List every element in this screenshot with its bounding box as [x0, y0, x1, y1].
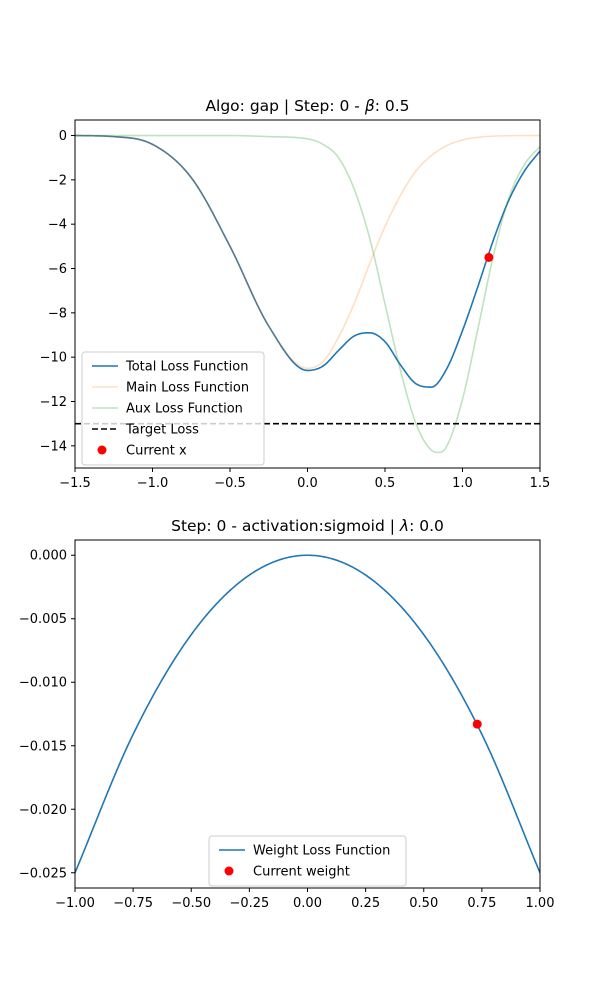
- weight-chart-plot-area: [75, 554, 540, 874]
- loss-chart-legend-box: [81, 351, 265, 466]
- weight-chart-legend: Weight Loss Function Current weight: [208, 835, 407, 887]
- weight-chart-xtick-label: 1.00: [526, 896, 555, 911]
- loss-chart-xtick-label: −1.0: [137, 476, 169, 491]
- loss-chart-legend-entry: Aux Loss Function: [92, 402, 243, 417]
- weight-chart-current-marker: [472, 719, 482, 729]
- loss-chart-legend-label: Current x: [126, 444, 187, 459]
- loss-chart-legend-entry: Total Loss Function: [92, 360, 248, 375]
- loss-chart-legend-label: Target Loss: [125, 423, 199, 438]
- weight-chart-frame: [74, 539, 541, 889]
- loss-chart-legend-entry: Current x: [97, 444, 187, 459]
- loss-chart-ytick-label: −6: [48, 262, 67, 277]
- weight-chart-xtick-label: −0.50: [171, 896, 211, 911]
- loss-chart-ytick-label: −14: [40, 439, 67, 454]
- weight-chart-xtick-label: −0.25: [229, 896, 269, 911]
- weight-chart-ytick-label: −0.010: [19, 676, 67, 691]
- loss-chart-xtick-label: −0.5: [214, 476, 246, 491]
- weight-chart-xtick-label: 0.25: [351, 896, 380, 911]
- loss-chart-frame: [74, 119, 541, 469]
- weight-chart-xtick-label: −1.00: [55, 896, 95, 911]
- loss-chart-ytick-label: −12: [40, 395, 67, 410]
- loss-chart-series-total-loss-function: [75, 134, 540, 388]
- loss-chart-ytick-label: −8: [48, 306, 67, 321]
- weight-chart-xtick-label: 0.50: [409, 896, 438, 911]
- weight-chart-legend-entry: Weight Loss Function: [219, 844, 390, 859]
- loss-chart-ticks: −1.5 −1.0 −0.5 0.0 0.5 1.0 1.5 0 −2 −4 −6 −8 −10 −12 −…: [40, 129, 551, 491]
- loss-chart-xtick-label: 0.0: [297, 476, 318, 491]
- loss-chart-xtick-label: 1.0: [452, 476, 473, 491]
- weight-chart-ytick-label: −0.005: [19, 612, 67, 627]
- loss-chart-series-main-loss-function: [75, 134, 540, 370]
- weight-chart-legend-label: Current weight: [253, 865, 350, 880]
- weight-chart-ticks: −1.00 −0.75 −0.50 −0.25 0.00 0.25 0.50 0.75 1.00…: [19, 549, 555, 911]
- weight-chart-xtick-label: 0.75: [467, 896, 496, 911]
- weight-chart-legend-label: Weight Loss Function: [253, 844, 390, 859]
- loss-chart-xtick-label: 0.5: [375, 476, 396, 491]
- weight-chart-title: Step: 0 - activation:sigmoid | λ: 0.0: [171, 517, 444, 535]
- weight-chart-series-weight-loss-function: [75, 554, 540, 874]
- loss-chart-xtick-label: 1.5: [530, 476, 551, 491]
- loss-chart-current-marker: [484, 252, 494, 262]
- loss-chart-ytick-label: −2: [48, 173, 67, 188]
- loss-chart-legend: Total Loss Function Main Loss Function Aux…: [81, 351, 265, 466]
- loss-chart-legend-entry: Main Loss Function: [92, 381, 249, 396]
- weight-chart-ytick-label: −0.015: [19, 739, 67, 754]
- loss-chart-series-aux-loss-function: [75, 134, 540, 454]
- loss-chart-legend-swatch: [97, 445, 107, 455]
- weight-chart-ytick-label: −0.020: [19, 803, 67, 818]
- loss-chart-xtick-label: −1.5: [59, 476, 91, 491]
- loss-chart-legend-entry: Target Loss: [92, 423, 199, 438]
- loss-chart-ytick-label: 0: [59, 129, 67, 144]
- weight-chart-legend-box: [208, 835, 407, 887]
- loss-chart-title: Algo: gap | Step: 0 - β: 0.5: [205, 97, 409, 115]
- loss-chart-legend-label: Aux Loss Function: [126, 402, 243, 417]
- weight-chart: Step: 0 - activation:sigmoid | λ: 0.0 −1…: [19, 517, 555, 911]
- weight-chart-xtick-label: 0.00: [293, 896, 322, 911]
- weight-chart-xtick-label: −0.75: [113, 896, 153, 911]
- loss-chart-ytick-label: −4: [48, 218, 67, 233]
- loss-chart-legend-label: Main Loss Function: [126, 381, 249, 396]
- loss-chart: Algo: gap | Step: 0 - β: 0.5 −1.5 −1.0 −0.…: [40, 97, 551, 491]
- loss-chart-legend-label: Total Loss Function: [125, 360, 248, 375]
- weight-chart-legend-swatch: [224, 866, 234, 876]
- weight-chart-ytick-label: −0.025: [19, 866, 67, 881]
- loss-chart-ytick-label: −10: [40, 351, 67, 366]
- weight-chart-ytick-label: 0.000: [30, 549, 67, 564]
- weight-chart-legend-entry: Current weight: [224, 865, 350, 880]
